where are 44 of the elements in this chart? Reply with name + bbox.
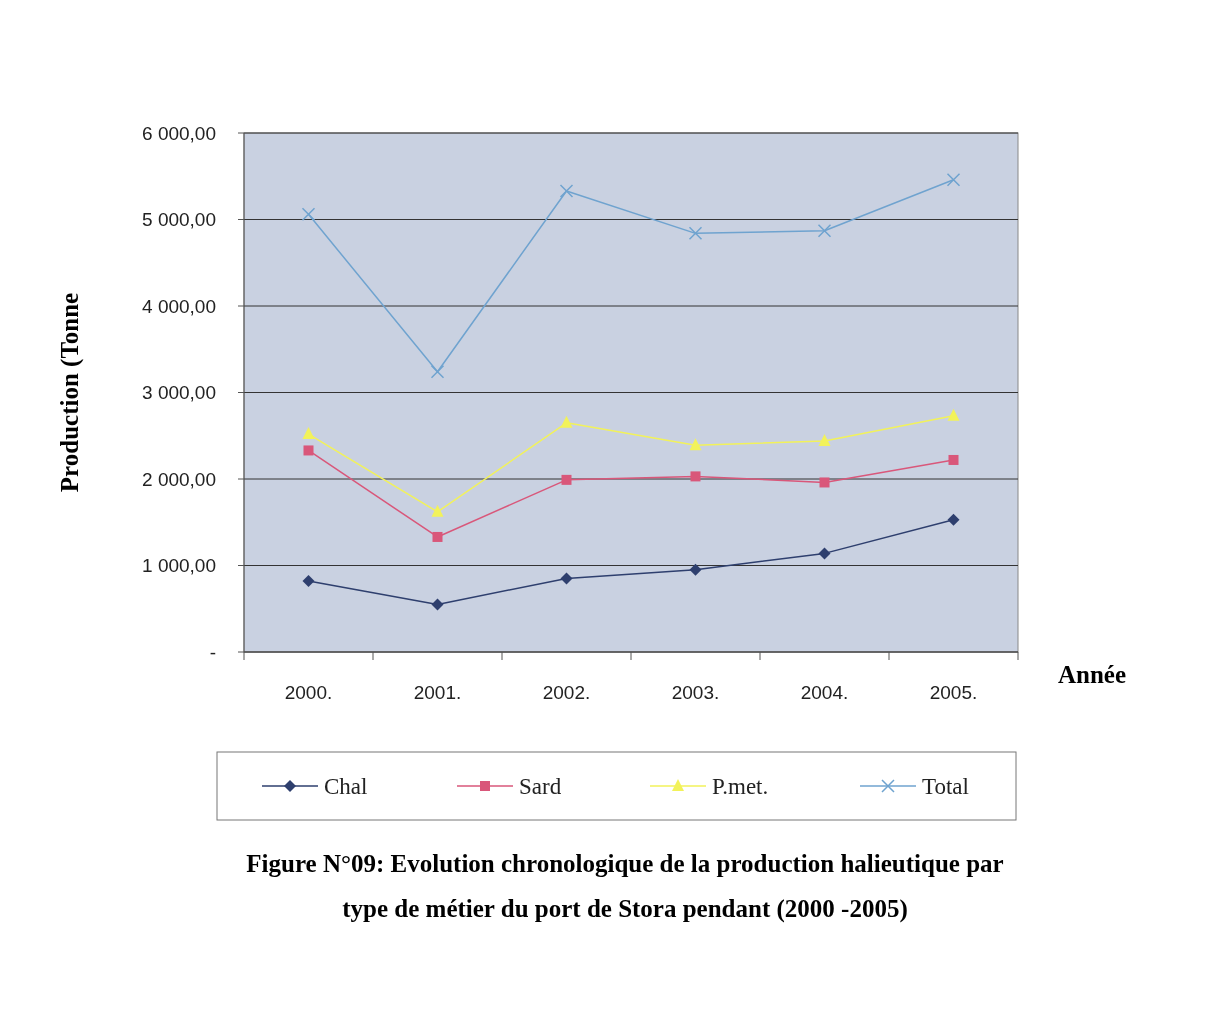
x-tick-label: 2003. [671,682,720,703]
point [430,364,445,379]
point [946,172,961,187]
y-tick-label: 2 000,00 [142,468,216,490]
y-tick-label: 1 000,00 [142,555,216,577]
legend-label: Chal [324,774,368,800]
y-tick-label: 4 000,00 [142,295,216,317]
point [431,504,444,517]
x-tick-label: 2001. [413,682,462,703]
point [948,454,959,465]
point [947,408,960,421]
point [818,547,831,560]
point [432,531,443,542]
point [817,224,832,238]
point [688,226,703,241]
point [301,207,316,222]
x-tick-label: 2005. [929,682,978,703]
point [819,477,830,488]
point [431,598,444,611]
point [689,438,702,451]
point [302,575,315,588]
legend-label: Sard [519,774,562,800]
point [302,427,315,440]
text: Figure N°09: Evolution chronologique de la production halieutique par type de métier du port de Stora pendant (2000 -2005) [246,850,1004,923]
x-tick-label: 2000. [284,682,333,703]
y-tick-label: 5 000,00 [142,209,216,231]
y-axis-title: Production (Tonne [56,292,84,493]
legend-label: Total [922,774,969,800]
point [689,563,702,576]
point [559,184,574,198]
y-tick-label: - [209,641,216,663]
x-tick-label: 2002. [542,682,591,703]
point [560,572,573,585]
legend-label: P.met. [712,774,769,800]
y-tick-label: 6 000,00 [142,122,216,144]
y-tick-label: 3 000,00 [142,382,216,404]
point [561,474,572,485]
x-axis-title: Année [1057,661,1127,688]
point [690,471,701,482]
x-tick-label: 2004. [800,682,849,703]
point [303,445,314,456]
point [818,433,831,446]
point [560,415,573,428]
point [947,513,960,526]
